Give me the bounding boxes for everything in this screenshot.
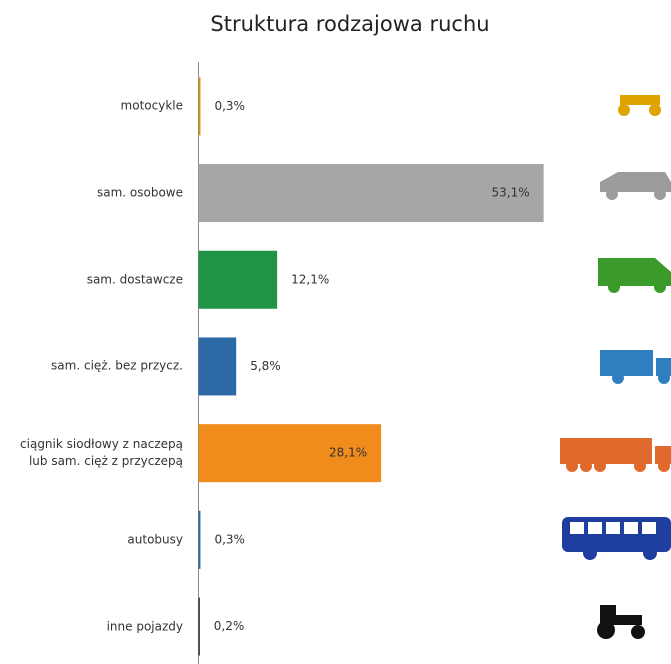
semi-truck-icon [560, 438, 671, 472]
category-label: sam. dostawcze [86, 272, 183, 287]
category-label: autobusy [127, 532, 183, 547]
value-label: 53,1% [492, 186, 530, 200]
value-label: 12,1% [291, 272, 329, 286]
chart-title: Struktura rodzajowa ruchu [210, 12, 490, 36]
value-label: 0,3% [214, 532, 245, 546]
bar [198, 337, 237, 396]
bar [198, 597, 200, 656]
value-label: 0,3% [214, 99, 245, 113]
tractor-icon [597, 605, 645, 639]
category-label: ciągnik siodłowy z naczepą lub sam. cięż… [20, 437, 183, 469]
value-label: 0,2% [214, 619, 245, 633]
motorcycle-icon [618, 95, 661, 116]
bar [198, 510, 201, 569]
bar [198, 250, 278, 309]
category-label: sam. osobowe [96, 185, 183, 200]
bus-icon [562, 517, 671, 560]
category-label: inne pojazdy [106, 619, 183, 634]
van-icon [598, 258, 671, 293]
bar [198, 164, 544, 223]
car-icon [600, 172, 671, 200]
value-label: 5,8% [250, 359, 281, 373]
icons [560, 95, 671, 639]
category-label: sam. cięż. bez przycz. [51, 358, 183, 373]
bar [198, 424, 382, 483]
value-label: 28,1% [329, 446, 367, 460]
bar [198, 77, 201, 136]
truck-icon [600, 350, 671, 384]
category-label: motocykle [120, 98, 183, 113]
